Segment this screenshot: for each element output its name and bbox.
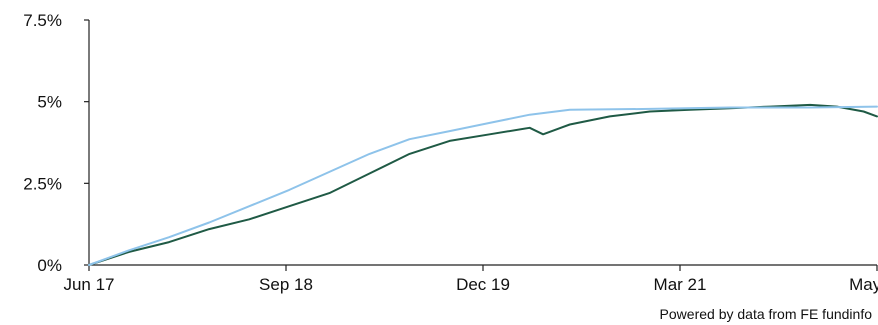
axes	[84, 19, 878, 271]
series-line-1	[88, 103, 878, 266]
y-tick-label: 0%	[37, 256, 62, 275]
x-tick-label: Mar 21	[654, 275, 707, 294]
y-tick-label: 5%	[37, 93, 62, 112]
y-tick-label: 7.5%	[23, 11, 62, 30]
x-tick-label: May 22	[849, 275, 878, 294]
x-tick-label: Sep 18	[259, 275, 313, 294]
x-tick-label: Jun 17	[63, 275, 114, 294]
credit-text: Powered by data from FE fundinfo	[660, 306, 873, 322]
y-tick-label: 2.5%	[23, 174, 62, 193]
series-line-2	[88, 105, 878, 266]
x-tick-label: Dec 19	[456, 275, 510, 294]
series-group	[88, 103, 878, 266]
tick-labels: 0% 2.5% 5% 7.5% Jun 17 Sep 18 Dec 19 Mar 21 May …	[23, 11, 878, 294]
